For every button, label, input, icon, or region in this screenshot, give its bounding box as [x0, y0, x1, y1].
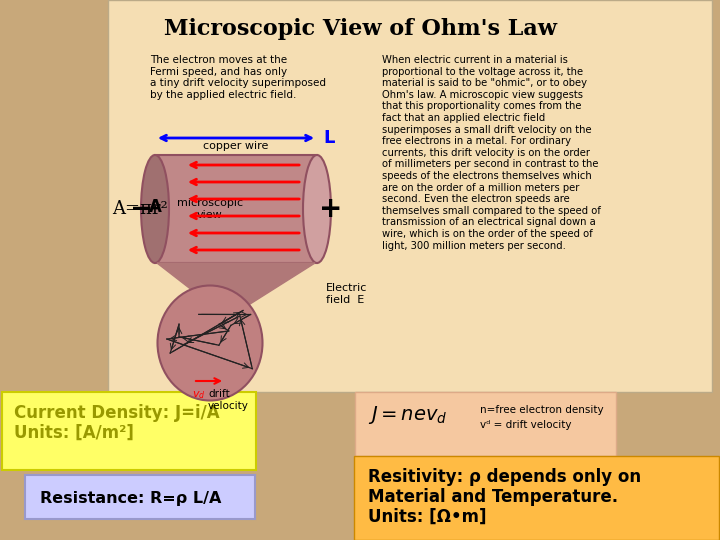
- Text: L: L: [323, 129, 334, 147]
- FancyBboxPatch shape: [355, 392, 616, 456]
- Text: Resitivity: ρ depends only on: Resitivity: ρ depends only on: [368, 468, 641, 486]
- Ellipse shape: [158, 286, 263, 401]
- FancyBboxPatch shape: [2, 392, 256, 470]
- Text: Electric
field  E: Electric field E: [326, 283, 367, 305]
- Text: +: +: [319, 195, 343, 223]
- FancyBboxPatch shape: [108, 0, 712, 392]
- Text: −: −: [130, 195, 153, 223]
- Text: microscopic
view: microscopic view: [177, 198, 243, 220]
- Text: $J = nev_d$: $J = nev_d$: [368, 404, 448, 426]
- Text: n=free electron density: n=free electron density: [480, 405, 603, 415]
- Ellipse shape: [303, 155, 331, 263]
- Text: Current Density: J=i/A: Current Density: J=i/A: [14, 404, 220, 422]
- Text: Material and Temperature.: Material and Temperature.: [368, 488, 618, 506]
- Text: The electron moves at the
Fermi speed, and has only
a tiny drift velocity superi: The electron moves at the Fermi speed, a…: [150, 55, 326, 100]
- Text: A=πr²: A=πr²: [112, 200, 168, 218]
- Text: drift
velocity: drift velocity: [208, 389, 249, 410]
- Polygon shape: [157, 263, 315, 318]
- Text: Units: [A/m²]: Units: [A/m²]: [14, 424, 134, 442]
- Text: Units: [Ω•m]: Units: [Ω•m]: [368, 508, 487, 526]
- Ellipse shape: [141, 155, 169, 263]
- FancyBboxPatch shape: [25, 475, 255, 519]
- Text: Resistance: R=ρ L/A: Resistance: R=ρ L/A: [40, 490, 221, 505]
- Text: $v_d$: $v_d$: [192, 389, 205, 401]
- Text: copper wire: copper wire: [203, 141, 269, 151]
- Text: A: A: [148, 198, 161, 216]
- Text: vᵈ = drift velocity: vᵈ = drift velocity: [480, 420, 572, 430]
- FancyBboxPatch shape: [155, 155, 317, 263]
- Text: Microscopic View of Ohm's Law: Microscopic View of Ohm's Law: [163, 18, 557, 40]
- Text: When electric current in a material is
proportional to the voltage across it, th: When electric current in a material is p…: [382, 55, 601, 251]
- FancyBboxPatch shape: [354, 456, 719, 540]
